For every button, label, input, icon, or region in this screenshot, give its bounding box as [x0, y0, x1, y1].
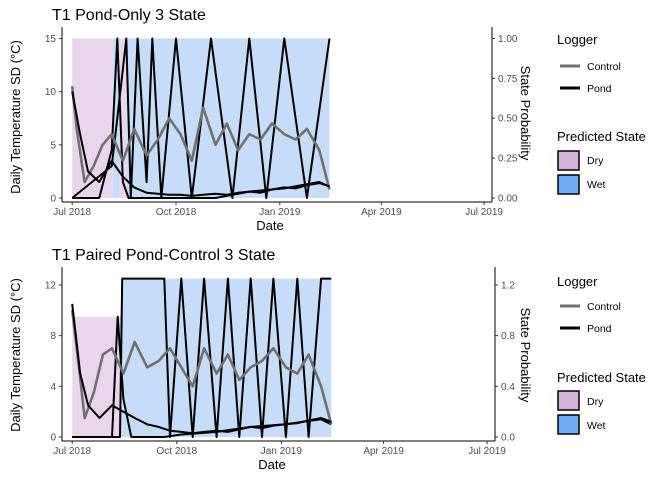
legend-dry-label: Dry	[587, 396, 604, 408]
legend-state-title: Predicted State	[557, 129, 646, 144]
x-axis-label: Date	[258, 457, 285, 472]
y-tick-label: 8	[50, 331, 56, 342]
y-tick-label: 0	[50, 433, 56, 444]
x-axis-label: Date	[256, 218, 283, 233]
legend-logger-title: Logger	[557, 274, 598, 289]
x-tick-label: Jul 2019	[468, 446, 506, 457]
state-band-dry	[119, 38, 127, 198]
plot-area	[70, 277, 333, 438]
legend-dry-key	[557, 390, 580, 411]
y2-tick-label: 0.0	[501, 433, 515, 444]
y2-tick-label: 1.2	[501, 280, 515, 291]
state-band-wet	[112, 38, 120, 198]
x-tick-label: Oct 2018	[156, 446, 197, 457]
x-tick-label: Apr 2019	[363, 446, 404, 457]
legend-dry-key	[557, 150, 580, 171]
y-tick-label: 15	[45, 34, 57, 45]
legend-pond-label: Pond	[587, 323, 612, 335]
x-tick-label: Oct 2018	[156, 207, 197, 218]
legend-pond-label: Pond	[587, 83, 612, 95]
legend-wet-key	[557, 174, 580, 195]
y-axis-label: Daily Temperature SD (°C)	[8, 40, 23, 194]
legend-control-label: Control	[587, 301, 621, 313]
axes: 0 5 10 15 0.00 0.25 0.50 0.75 1.00 Jul 2018 Oct 20…	[45, 27, 518, 218]
y2-tick-label: 0.00	[498, 194, 518, 205]
y2-tick-label: 0.25	[498, 154, 518, 165]
panel-pond-only: T1 Pond-Only 3 State Daily Temperature S…	[8, 7, 646, 233]
chart-title: T1 Pond-Only 3 State	[52, 7, 206, 24]
legend-control-label: Control	[587, 61, 621, 73]
y-tick-label: 5	[50, 140, 56, 151]
x-tick-label: Jul 2018	[53, 207, 91, 218]
x-tick-label: Jul 2019	[465, 207, 503, 218]
y-tick-label: 0	[50, 194, 56, 205]
y-axis-label: Daily Temperature SD (°C)	[8, 278, 23, 432]
y2-tick-label: 1.00	[498, 34, 518, 45]
series-line-pond	[71, 303, 332, 435]
chart-title: T1 Paired Pond-Control 3 State	[52, 247, 275, 264]
legend-wet-label: Wet	[587, 179, 606, 191]
axes: 0 4 8 12 0.0 0.4 0.8 1.2 Jul 2018 Oct 2018 Jan 201…	[45, 267, 515, 457]
y-tick-label: 4	[50, 382, 56, 393]
series-line-pond	[71, 91, 330, 197]
legend-logger-title: Logger	[557, 32, 598, 47]
y2-tick-label: 0.8	[501, 331, 515, 342]
y-tick-label: 12	[45, 280, 57, 291]
legend-state-title: Predicted State	[557, 370, 646, 385]
probability-line-wet	[72, 277, 332, 438]
legend-wet-key	[557, 414, 580, 435]
y2-axis-label: State Probability	[518, 308, 533, 403]
x-tick-label: Jan 2019	[259, 207, 301, 218]
y-tick-label: 10	[45, 87, 57, 98]
plot-area	[70, 37, 331, 199]
y2-tick-label: 0.4	[501, 382, 515, 393]
series-line-control	[70, 310, 333, 425]
legend-dry-label: Dry	[587, 155, 604, 167]
x-tick-label: Apr 2019	[361, 207, 402, 218]
panel-paired: T1 Paired Pond-Control 3 State Daily Tem…	[8, 247, 646, 472]
y2-tick-label: 0.50	[498, 114, 518, 125]
series-line-control	[70, 86, 331, 190]
legend-wet-label: Wet	[587, 420, 606, 432]
x-tick-label: Jan 2019	[261, 446, 303, 457]
state-band-dry	[72, 38, 113, 198]
y2-axis-label: State Probability	[518, 66, 533, 161]
x-tick-label: Jul 2018	[53, 446, 91, 457]
y2-tick-label: 0.75	[498, 74, 518, 85]
